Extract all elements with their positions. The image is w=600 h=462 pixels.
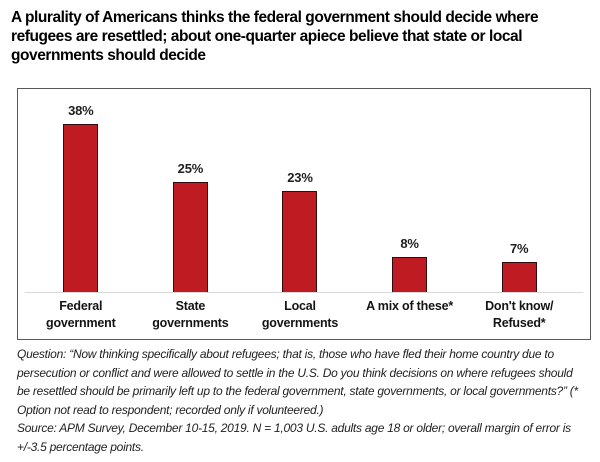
plot-area: 38% 25% 23% 8% 7% <box>18 89 590 293</box>
category-label-a-mix-of-these: A mix of these* <box>366 299 453 313</box>
bar-don-t-know <box>501 261 537 293</box>
bar-federal <box>63 123 99 293</box>
page: { "title": "A plurality of Americans thi… <box>0 8 600 462</box>
x-axis-line <box>25 292 583 293</box>
bar-column-don-t-know: 7% <box>464 89 574 293</box>
chart-category-labels: Federal government State governments Local… <box>18 293 590 337</box>
bar-local <box>282 190 318 293</box>
bar-state <box>172 181 208 293</box>
bar-column-a-mix-of-these: 8% <box>355 89 465 293</box>
bar-column-state: 25% <box>136 89 246 293</box>
bar-value-label: 25% <box>177 160 204 176</box>
category-label-don-t-know: Don't know/ Refused* <box>485 299 554 330</box>
chart-columns: 38% 25% 23% 8% 7% <box>18 89 590 293</box>
question-note: Question: “Now thinking specifically abo… <box>17 347 578 417</box>
bar-a-mix-of-these <box>392 257 428 293</box>
category-label-local: Local governments <box>261 299 339 330</box>
footnotes: Question: “Now thinking specifically abo… <box>17 345 584 457</box>
chart-frame: 38% 25% 23% 8% 7% Federal government State go… <box>17 88 591 340</box>
bar-value-label: 7% <box>509 240 529 256</box>
chart-headline: A plurality of Americans thinks the fede… <box>11 9 539 64</box>
bar-value-label: 8% <box>400 236 419 252</box>
bar-value-label: 23% <box>287 169 313 185</box>
category-label-federal: Federal government <box>46 299 116 330</box>
bar-value-label: 38% <box>68 102 94 118</box>
bar-column-local: 23% <box>245 89 355 293</box>
bar-column-federal: 38% <box>26 89 136 293</box>
category-label-state: State governments <box>152 299 229 330</box>
source-note: Source: APM Survey, December 10-15, 2019… <box>17 421 571 454</box>
